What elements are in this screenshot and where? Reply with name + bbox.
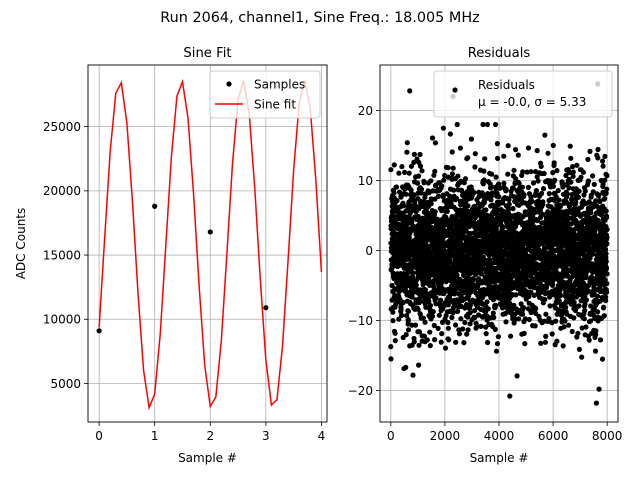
residual-outlier-point [507,393,513,399]
sine-fit-x-tick-label: 2 [206,429,214,443]
residuals-x-tick-label: 4000 [484,429,515,443]
residuals-panel: Residuals 0 2000 4000 6000 8000 −20 −10 0 10 20 S… [348,46,623,465]
sine-fit-y-tick-label: 10000 [43,313,81,327]
legend-residuals-stats: μ = -0.0, σ = 5.33 [478,95,586,109]
legend-residuals-marker [452,87,458,93]
sample-point [152,203,158,209]
legend-samples-marker [226,81,232,87]
residuals-y-tick-label: 20 [358,104,373,118]
sine-fit-y-tick-label: 15000 [43,248,81,262]
sine-fit-panel: Sine Fit 0 1 2 3 4 5000 10000 15000 20000 25000 S… [14,46,328,465]
residual-outlier-point [407,88,413,94]
sine-fit-line [98,78,323,411]
residuals-title: Residuals [468,46,531,61]
sine-fit-ticks: 0 1 2 3 4 5000 10000 15000 20000 25000 [43,120,325,443]
sine-fit-plot-area [96,78,323,411]
legend-sine-fit-label: Sine fit [254,98,296,112]
residual-outlier-point [593,400,599,406]
sine-fit-title: Sine Fit [183,46,231,61]
sine-fit-x-tick-label: 0 [95,429,103,443]
residuals-x-tick-label: 2000 [430,429,461,443]
sine-fit-ylabel: ADC Counts [14,208,28,280]
sample-point [207,229,213,235]
sample-point [263,305,269,311]
residuals-xlabel: Sample # [470,451,529,465]
residuals-y-tick-label: 0 [365,244,373,258]
residuals-y-tick-label: 10 [358,174,373,188]
sine-fit-x-tick-label: 1 [151,429,159,443]
sine-fit-y-tick-label: 20000 [43,184,81,198]
residual-points [388,121,610,379]
residuals-y-tick-label: −10 [348,314,373,328]
sine-fit-x-tick-label: 4 [318,429,326,443]
sine-fit-xlabel: Sample # [178,451,237,465]
residuals-y-tick-label: −20 [348,384,373,398]
figure-suptitle: Run 2064, channel1, Sine Freq.: 18.005 M… [160,10,479,26]
sine-fit-x-tick-label: 3 [262,429,270,443]
residuals-x-tick-label: 0 [387,429,395,443]
sine-fit-axes-frame [87,64,328,423]
residuals-legend: Residuals μ = -0.0, σ = 5.33 [433,70,613,118]
residuals-x-tick-label: 6000 [538,429,569,443]
legend-residuals-label: Residuals [478,78,535,92]
sine-fit-y-tick-label: 5000 [50,377,81,391]
sine-fit-legend-box [209,70,321,119]
sine-fit-legend: Samples Sine fit [209,70,321,119]
residual-outlier-point [410,372,416,378]
residuals-x-tick-label: 8000 [592,429,623,443]
residuals-ticks: 0 2000 4000 6000 8000 −20 −10 0 10 20 [348,104,623,443]
sample-point [96,328,102,334]
sine-fit-y-tick-label: 25000 [43,120,81,134]
residuals-legend-box [433,70,613,118]
residual-outlier-point [596,386,602,392]
legend-samples-label: Samples [254,78,305,92]
